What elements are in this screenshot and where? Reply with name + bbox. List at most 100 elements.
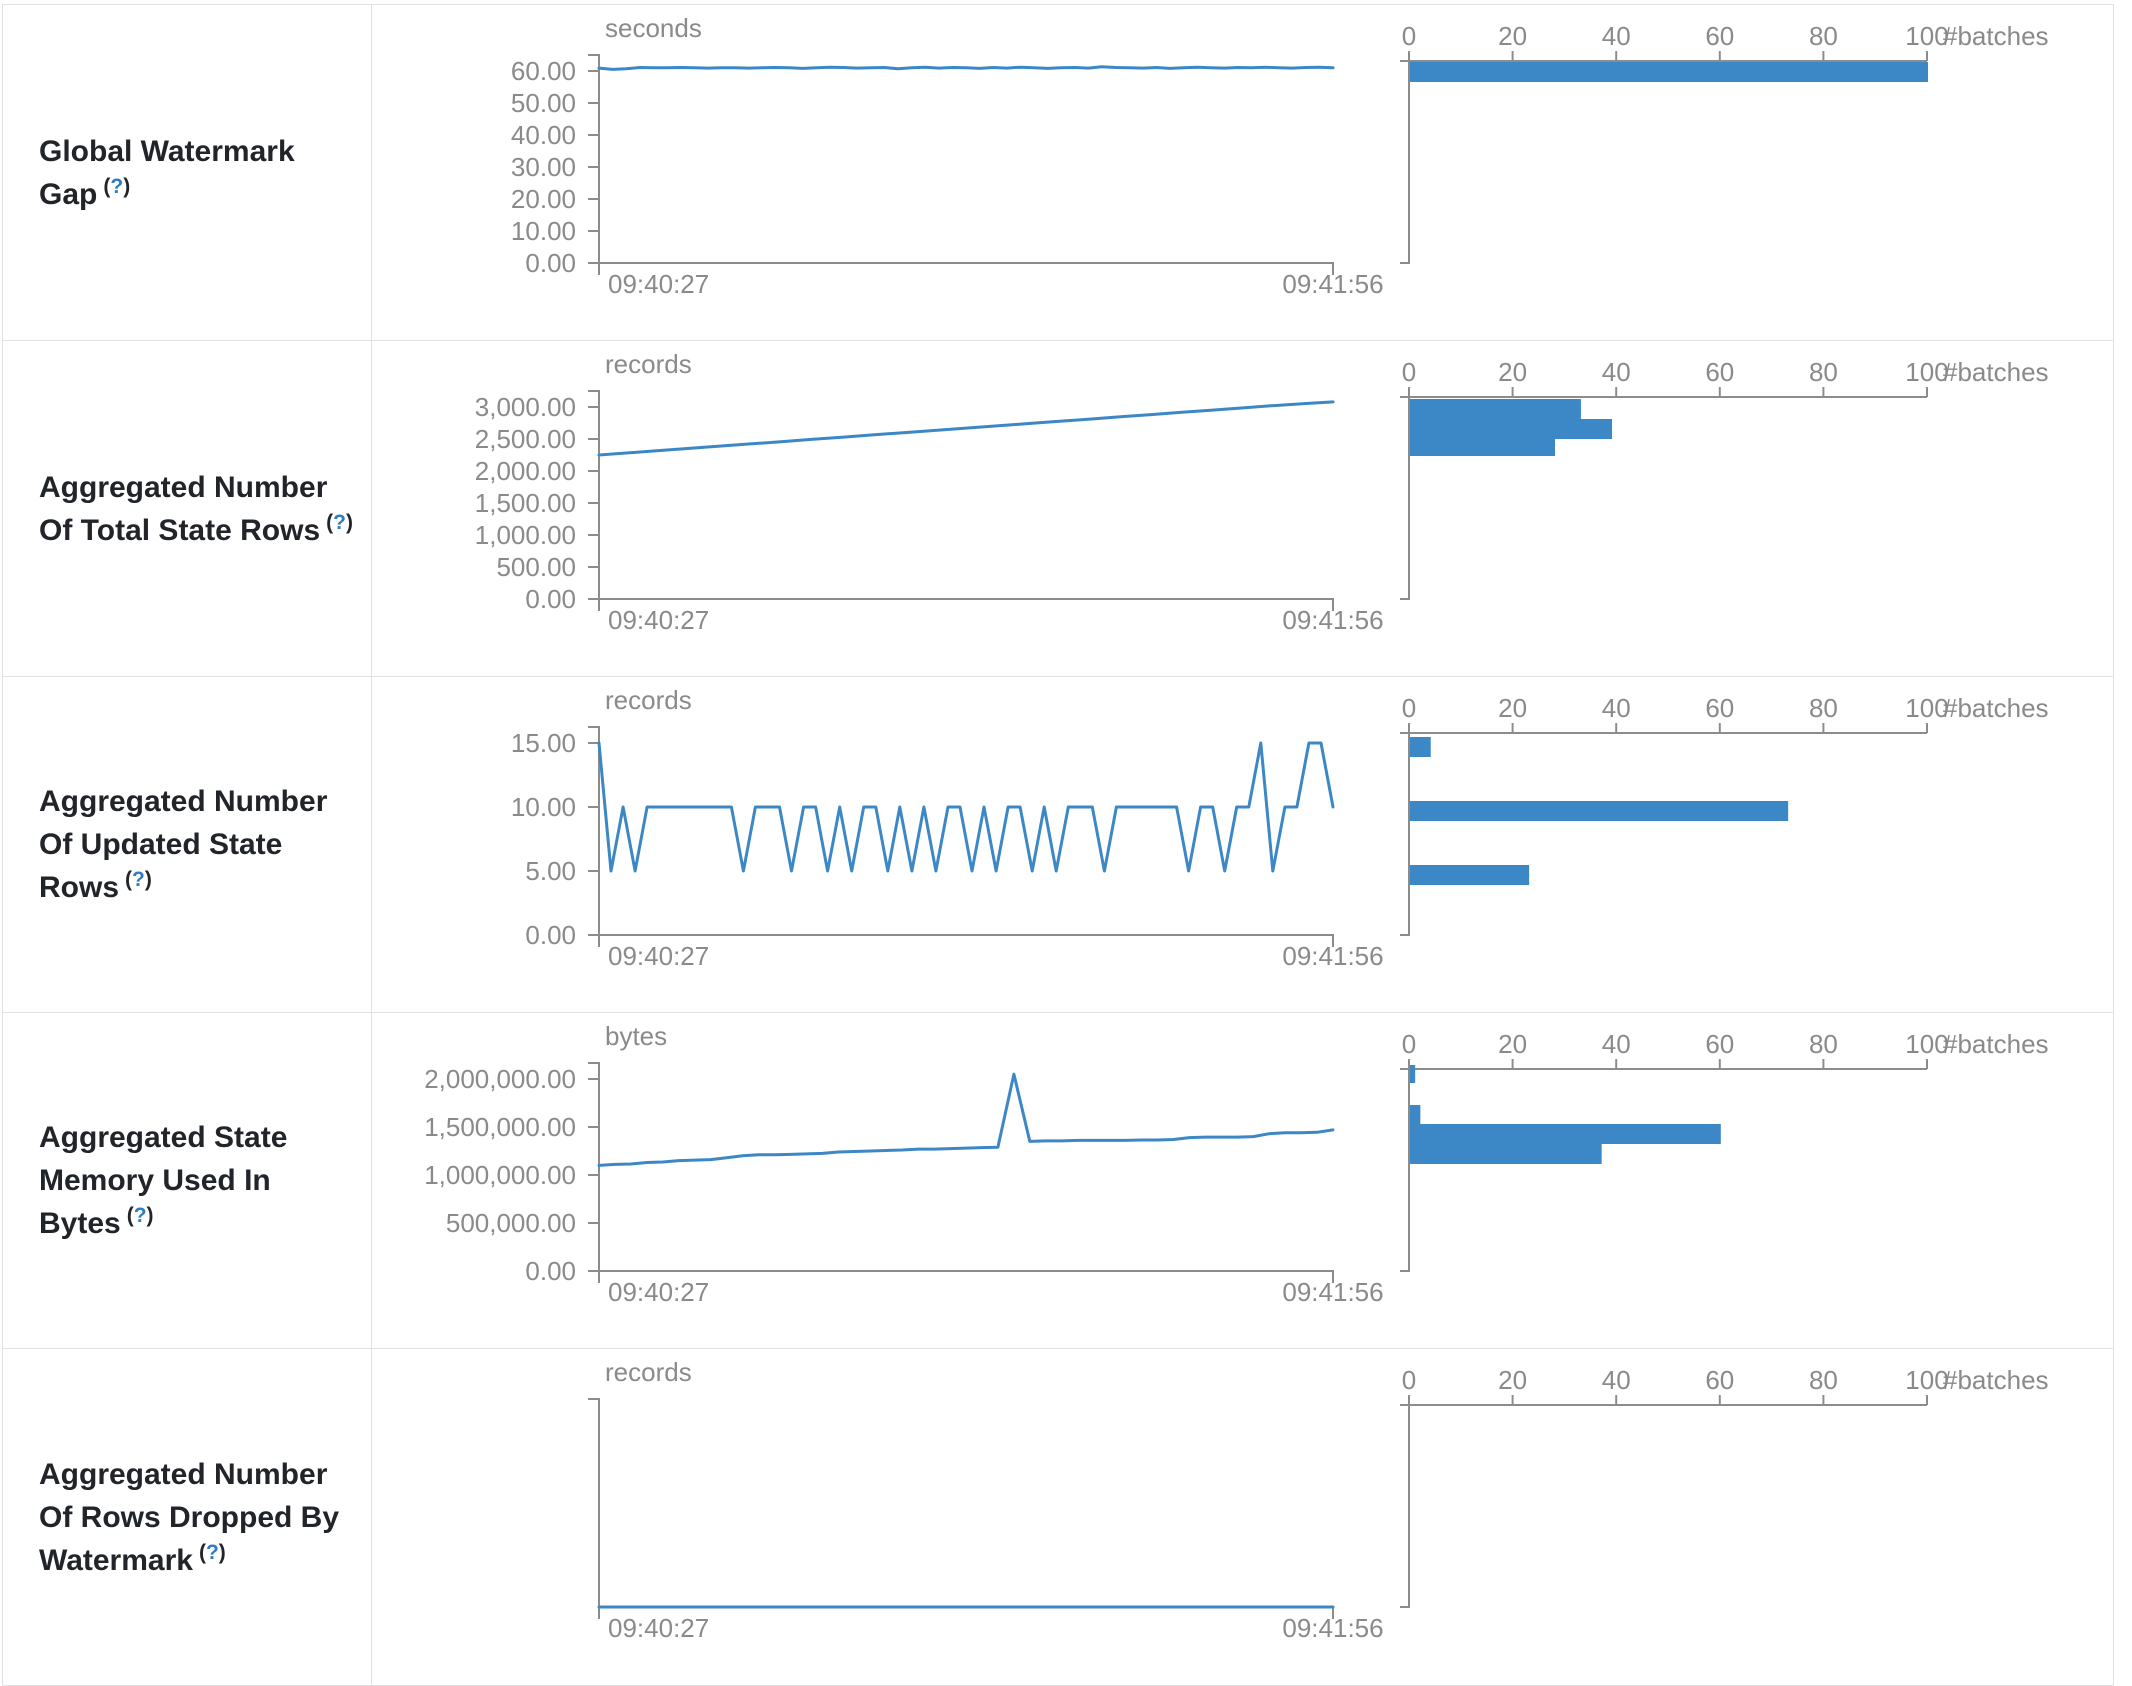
histogram-tick-label: 40 — [1602, 693, 1631, 723]
histogram-tick-label: 20 — [1498, 357, 1527, 387]
histogram-tick-label: 20 — [1498, 693, 1527, 723]
histogram-tick-label: 60 — [1705, 357, 1734, 387]
histogram-tick-label: 100 — [1905, 693, 1948, 723]
metric-label-cell: Global Watermark Gap (?) — [3, 5, 372, 340]
timeline-and-histogram-charts: records 15.00 10.00 5.00 0.00 09:40:27 09:41:5… — [372, 677, 2113, 1012]
histogram-unit-label: #batches — [1943, 357, 2049, 387]
row-charts-svg: bytes 2,000,000.00 1,500,000.00 1,000,000.0… — [424, 1021, 2049, 1307]
timeline-y-axis — [588, 1398, 600, 1607]
help-tooltip-link[interactable]: (?) — [125, 868, 152, 891]
help-tooltip-link[interactable]: (?) — [326, 511, 353, 534]
timeline-x-axis — [598, 598, 1334, 611]
y-tick-label: 5.00 — [525, 856, 576, 886]
timeline-line — [597, 741, 1335, 873]
metric-label: Aggregated Number Of Updated State Rows(… — [39, 780, 363, 909]
timeline-y-axis — [588, 390, 600, 599]
metric-row-rows-dropped-by-watermark: Aggregated Number Of Rows Dropped By Wat… — [3, 1349, 2113, 1685]
metric-label: Aggregated Number Of Rows Dropped By Wat… — [39, 1453, 363, 1582]
histogram-bar — [1410, 1065, 1416, 1083]
x-end-time-label: 09:41:56 — [1282, 605, 1383, 635]
y-tick-label: 2,500.00 — [475, 424, 576, 454]
histogram-tick-label: 80 — [1809, 21, 1838, 51]
help-tooltip-link[interactable]: (?) — [103, 175, 130, 198]
x-end-time-label: 09:41:56 — [1282, 1613, 1383, 1643]
metric-label-cell: Aggregated Number Of Total State Rows (?) — [3, 341, 372, 676]
y-tick-label: 20.00 — [511, 184, 576, 214]
row-charts-svg: records3,000.002,500.002,000.001,500.001… — [475, 349, 2049, 635]
histogram-tick-label: 80 — [1809, 693, 1838, 723]
timeline-y-axis — [588, 726, 600, 935]
y-tick-label: 1,000.00 — [475, 520, 576, 550]
timeline-unit-label: records — [605, 685, 692, 715]
histogram-tick-label: 80 — [1809, 1365, 1838, 1395]
x-start-time-label: 09:40:27 — [608, 269, 709, 299]
histogram-tick-label: 100 — [1905, 357, 1948, 387]
timeline-x-axis — [598, 262, 1334, 275]
help-paren-open: ( — [103, 174, 111, 198]
row-charts-svg: records 09:40:27 09:41:56 0 20 40 60 80 100#batc… — [588, 1357, 2049, 1643]
y-tick-label: 50.00 — [511, 88, 576, 118]
metric-label: Global Watermark Gap (?) — [39, 130, 363, 216]
question-mark-icon: ? — [132, 868, 145, 891]
metric-label-text: Aggregated State Memory Used In Bytes — [39, 1121, 288, 1240]
histogram-tick-label: 80 — [1809, 357, 1838, 387]
histogram-tick-label: 40 — [1602, 21, 1631, 51]
row-charts-svg: records 15.00 10.00 5.00 0.00 09:40:27 09:41:5… — [511, 685, 2049, 971]
timeline-unit-label: seconds — [605, 13, 702, 43]
y-tick-label: 60.00 — [511, 56, 576, 86]
question-mark-icon: ? — [133, 1204, 147, 1227]
help-paren-open: ( — [198, 1540, 206, 1564]
timeline-unit-label: bytes — [605, 1021, 667, 1051]
metric-row-updated-state-rows: Aggregated Number Of Updated State Rows(… — [3, 677, 2113, 1013]
histogram-y-axis — [1400, 396, 1410, 600]
y-tick-label: 1,500.00 — [475, 488, 576, 518]
histogram-tick-label: 80 — [1809, 1029, 1838, 1059]
histogram-tick-label: 40 — [1602, 1029, 1631, 1059]
histogram-y-axis — [1400, 1068, 1410, 1272]
help-paren-close: ) — [218, 1540, 226, 1564]
histogram-bar — [1410, 801, 1789, 821]
metric-row-state-memory-used: Aggregated State Memory Used In Bytes (?)… — [3, 1013, 2113, 1349]
metric-label: Aggregated State Memory Used In Bytes (?) — [39, 1116, 363, 1245]
histogram-bar — [1410, 865, 1530, 885]
help-tooltip-link[interactable]: (?) — [199, 1541, 226, 1564]
y-tick-label: 10.00 — [511, 216, 576, 246]
histogram-tick-label: 20 — [1498, 1029, 1527, 1059]
x-start-time-label: 09:40:27 — [608, 941, 709, 971]
x-end-time-label: 09:41:56 — [1282, 941, 1383, 971]
help-paren-open: ( — [125, 868, 133, 891]
y-tick-label: 3,000.00 — [475, 392, 576, 422]
y-tick-label: 0.00 — [525, 920, 576, 950]
metric-label: Aggregated Number Of Total State Rows (?) — [39, 466, 363, 552]
timeline-x-axis — [598, 934, 1334, 947]
metric-label-cell: Aggregated Number Of Updated State Rows(… — [3, 677, 372, 1012]
y-tick-label: 500,000.00 — [446, 1208, 576, 1238]
histogram-tick-label: 0 — [1402, 693, 1416, 723]
x-start-time-label: 09:40:27 — [608, 1277, 709, 1307]
histogram-tick-label: 100 — [1905, 1365, 1948, 1395]
histogram-bar — [1410, 399, 1581, 419]
histogram-unit-label: #batches — [1943, 693, 2049, 723]
histogram-unit-label: #batches — [1943, 1029, 2049, 1059]
histogram-tick-label: 20 — [1498, 1365, 1527, 1395]
histogram-bar — [1410, 737, 1431, 757]
timeline-y-axis — [588, 54, 600, 263]
help-paren-close: ) — [123, 174, 131, 198]
histogram-tick-label: 0 — [1402, 1365, 1416, 1395]
metric-label-text: Global Watermark Gap — [39, 134, 295, 211]
help-tooltip-link[interactable]: (?) — [127, 1204, 154, 1227]
metric-label-cell: Aggregated Number Of Rows Dropped By Wat… — [3, 1349, 372, 1685]
question-mark-icon: ? — [110, 174, 124, 198]
timeline-and-histogram-charts: bytes 2,000,000.00 1,500,000.00 1,000,000.0… — [372, 1013, 2113, 1348]
y-tick-label: 2,000,000.00 — [424, 1064, 576, 1094]
y-tick-label: 0.00 — [525, 248, 576, 278]
x-start-time-label: 09:40:27 — [608, 605, 709, 635]
timeline-unit-label: records — [605, 1357, 692, 1387]
y-tick-label: 10.00 — [511, 792, 576, 822]
histogram-bar — [1410, 1144, 1602, 1164]
y-tick-label: 40.00 — [511, 120, 576, 150]
help-paren-close: ) — [146, 1204, 154, 1227]
histogram-bar — [1410, 419, 1613, 439]
timeline-and-histogram-charts: seconds 60.00 50.00 40.00 30.00 20.00 10.00 0.0… — [372, 5, 2113, 340]
histogram-y-axis — [1400, 60, 1410, 264]
